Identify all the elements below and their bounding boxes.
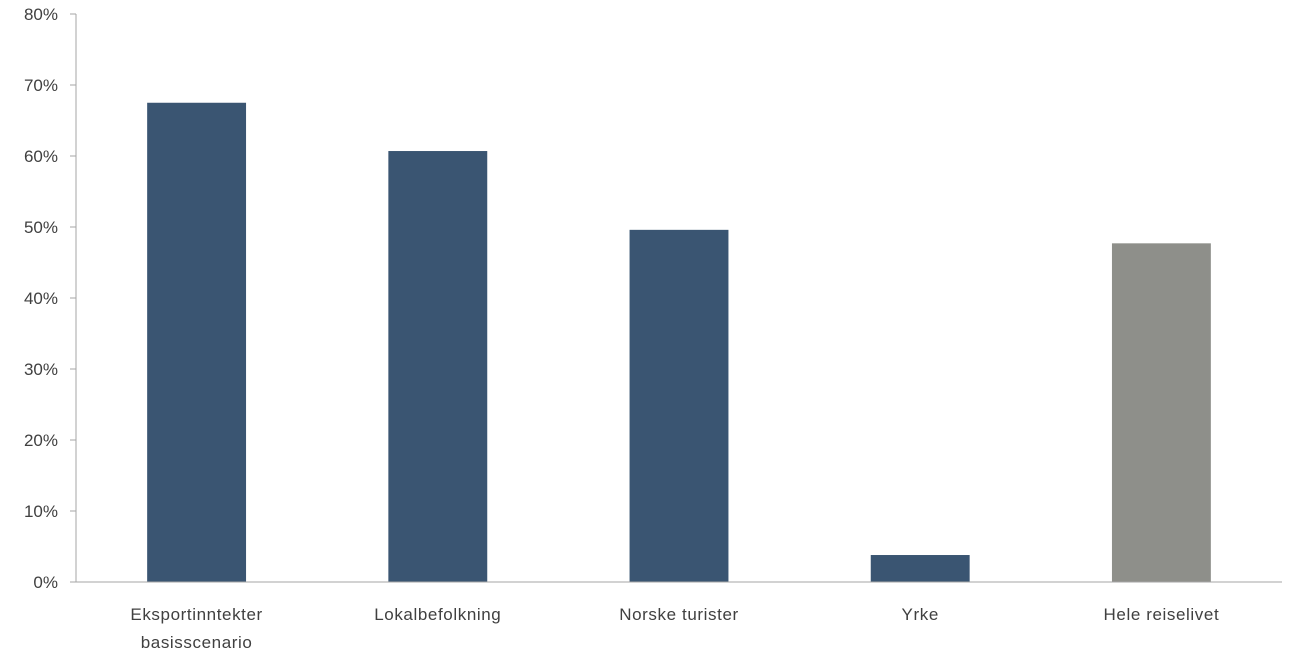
y-tick-label: 20% [24, 431, 58, 450]
y-tick-label: 40% [24, 289, 58, 308]
bar [147, 102, 247, 582]
bar [629, 229, 729, 582]
y-tick-label: 60% [24, 147, 58, 166]
y-axis: 0% 10% 20% 30% 40% 50% 60% 70% 80% [24, 5, 77, 592]
x-tick-label: Norske turister [619, 605, 739, 624]
x-tick-label: Hele reiselivet [1104, 605, 1220, 624]
x-tick-label: Yrke [902, 605, 939, 624]
bars [147, 102, 1211, 582]
y-tick-label: 50% [24, 218, 58, 237]
y-tick-label: 30% [24, 360, 58, 379]
y-tick-label: 0% [33, 573, 58, 592]
x-axis: Eksportinntekter basisscenario Lokalbefolk… [76, 581, 1282, 652]
y-tick-label: 80% [24, 5, 58, 24]
bar [870, 555, 970, 582]
y-tick-label: 10% [24, 502, 58, 521]
x-tick-label: Lokalbefolkning [374, 605, 501, 624]
y-tick-label: 70% [24, 76, 58, 95]
bar [388, 151, 488, 582]
bar [1111, 243, 1211, 582]
x-tick-label: Eksportinntekter [130, 605, 262, 624]
x-tick-label: basisscenario [141, 633, 253, 652]
